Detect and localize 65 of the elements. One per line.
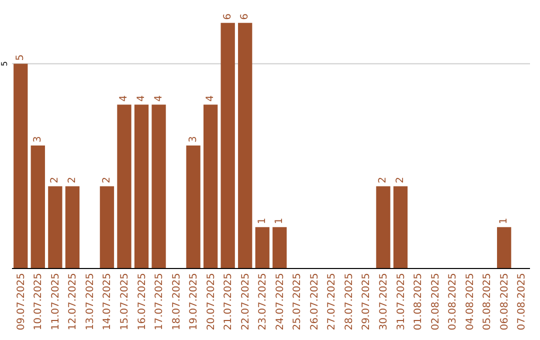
x-tick-label: 14.07.2025 [102, 273, 114, 330]
x-tick-label: 15.07.2025 [119, 273, 130, 330]
data-label: 1 [274, 218, 286, 224]
bar [186, 145, 200, 268]
x-tick-label: 20.07.2025 [206, 273, 217, 330]
data-label: 6 [240, 14, 251, 20]
bar [393, 186, 408, 268]
x-tick-label: 16.07.2025 [136, 273, 148, 330]
bar [203, 104, 218, 268]
x-tick-label: 25.07.2025 [292, 273, 304, 330]
x-tick-label: 09.07.2025 [16, 273, 27, 330]
data-label: 2 [378, 176, 389, 184]
x-tick-label: 31.07.2025 [396, 273, 407, 330]
x-tick-label: 26.07.2025 [309, 273, 320, 330]
bar [14, 64, 28, 268]
data-label: 2 [101, 176, 112, 184]
bar [272, 227, 287, 268]
data-label: 4 [153, 95, 164, 102]
x-tick-label: 17.07.2025 [154, 273, 166, 330]
x-tick-label: 05.08.2025 [482, 273, 494, 330]
bar [65, 186, 80, 268]
x-tick-label: 23.07.2025 [258, 273, 269, 330]
data-label: 4 [136, 95, 147, 102]
data-label: 1 [256, 218, 268, 224]
data-label: 4 [118, 95, 130, 102]
data-label: 2 [66, 176, 78, 184]
bar [48, 186, 62, 268]
data-label: 2 [50, 176, 61, 184]
x-tick-label: 18.07.2025 [171, 273, 182, 330]
x-tick-label: 24.07.2025 [274, 273, 286, 330]
x-tick-label: 29.07.2025 [361, 273, 372, 330]
data-label: 6 [222, 14, 234, 20]
x-tick-label: 07.08.2025 [516, 273, 528, 330]
bar [497, 227, 512, 268]
bar [376, 186, 390, 268]
data-label: 3 [32, 136, 44, 142]
x-tick-label: 22.07.2025 [240, 273, 252, 330]
x-tick-label: 21.07.2025 [223, 273, 234, 330]
x-tick-label: 13.07.2025 [84, 273, 96, 330]
x-tick-label: 30.07.2025 [378, 273, 390, 330]
bar [117, 104, 132, 268]
bar [220, 22, 235, 268]
data-label: 5 [15, 54, 26, 61]
x-tick-label: 03.08.2025 [448, 273, 459, 330]
ref-line-label: 5 [0, 61, 9, 66]
bar [134, 104, 149, 268]
bar [152, 104, 166, 268]
x-tick-label: 19.07.2025 [188, 273, 200, 330]
bar [100, 186, 114, 268]
x-tick-label: 27.07.2025 [326, 273, 338, 330]
x-tick-label: 28.07.2025 [344, 273, 355, 330]
x-tick-label: 10.07.2025 [33, 273, 44, 330]
x-tick-label: 06.08.2025 [499, 273, 510, 330]
bar [255, 227, 270, 268]
data-label: 4 [205, 95, 216, 102]
x-tick-label: 12.07.2025 [68, 273, 79, 330]
bar [30, 145, 45, 268]
x-tick-label: 01.08.2025 [413, 273, 424, 330]
x-tick-label: 02.08.2025 [430, 273, 442, 330]
x-tick-label: 04.08.2025 [464, 273, 476, 330]
data-label: 2 [395, 176, 406, 184]
bar [238, 22, 252, 268]
x-tick-label: 11.07.2025 [50, 273, 62, 330]
data-label: 1 [498, 218, 510, 224]
data-label: 3 [188, 136, 199, 142]
